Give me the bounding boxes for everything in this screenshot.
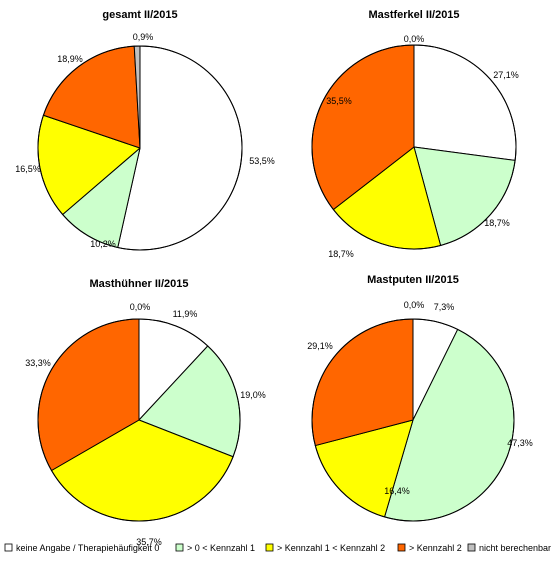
chart-title: Mastferkel II/2015 bbox=[368, 9, 459, 21]
slice-label: 0,0% bbox=[130, 302, 151, 312]
legend-item: nicht berechenbar bbox=[467, 543, 551, 553]
legend-item: > Kennzahl 2 bbox=[397, 543, 462, 553]
pie-chart-4: Mastputen II/2015 7,3% 47,3% 16,4% 29,1% 0,0% bbox=[307, 274, 533, 522]
slice-label: 7,3% bbox=[434, 302, 455, 312]
slice-label: 19,0% bbox=[240, 390, 266, 400]
legend: keine Angabe / Therapiehäufigkeit 0 > 0 <… bbox=[4, 543, 551, 553]
pie-chart-2: Mastferkel II/2015 27,1% 18,7% 18,7% 35,5% 0,… bbox=[311, 9, 519, 259]
legend-label: keine Angabe / Therapiehäufigkeit 0 bbox=[16, 543, 159, 553]
legend-item: keine Angabe / Therapiehäufigkeit 0 bbox=[4, 543, 159, 553]
legend-item: > Kennzahl 1 < Kennzahl 2 bbox=[265, 543, 385, 553]
slice-label: 33,3% bbox=[25, 358, 51, 368]
slice-label: 18,9% bbox=[57, 54, 83, 64]
pie-outline bbox=[311, 318, 515, 522]
chart-title: gesamt II/2015 bbox=[102, 9, 177, 21]
pie-outline bbox=[37, 45, 243, 251]
legend-swatch bbox=[265, 543, 274, 552]
slice-label: 0,0% bbox=[404, 34, 425, 44]
legend-label: > Kennzahl 2 bbox=[409, 543, 462, 553]
pie-outline bbox=[311, 44, 517, 250]
slice-label: 11,9% bbox=[173, 309, 198, 319]
slice-label: 0,9% bbox=[133, 32, 154, 42]
pie-slice bbox=[413, 44, 517, 161]
legend-swatch bbox=[397, 543, 406, 552]
charts-layer: gesamt II/2015 53,5% 10,2% 16,5% 18,9% 0,9% Ma… bbox=[15, 9, 533, 547]
slice-label: 16,5% bbox=[15, 164, 41, 174]
chart-title: Masthühner II/2015 bbox=[89, 278, 188, 290]
legend-item: > 0 < Kennzahl 1 bbox=[175, 543, 255, 553]
slice-label: 16,4% bbox=[384, 486, 410, 496]
slice-label: 53,5% bbox=[249, 156, 275, 166]
pie-chart-1: gesamt II/2015 53,5% 10,2% 16,5% 18,9% 0,9% bbox=[15, 9, 275, 251]
slice-label: 10,2% bbox=[90, 239, 116, 249]
pie-outline bbox=[37, 318, 241, 522]
pie-chart-3: Masthühner II/2015 11,9% 19,0% 35,7% 33,3% 0,… bbox=[25, 278, 266, 547]
slice-label: 18,7% bbox=[328, 249, 354, 259]
legend-swatch bbox=[4, 543, 13, 552]
slice-label: 0,0% bbox=[404, 300, 425, 310]
slice-label: 35,5% bbox=[326, 96, 352, 106]
legend-label: nicht berechenbar bbox=[479, 543, 551, 553]
legend-label: > 0 < Kennzahl 1 bbox=[187, 543, 255, 553]
slice-label: 35,7% bbox=[136, 537, 162, 547]
legend-swatch bbox=[175, 543, 184, 552]
slice-label: 27,1% bbox=[493, 70, 519, 80]
slice-label: 47,3% bbox=[507, 438, 533, 448]
legend-swatch bbox=[467, 543, 476, 552]
legend-label: > Kennzahl 1 < Kennzahl 2 bbox=[277, 543, 385, 553]
slice-label: 29,1% bbox=[307, 341, 333, 351]
chart-title: Mastputen II/2015 bbox=[367, 274, 459, 286]
slice-label: 18,7% bbox=[484, 218, 510, 228]
